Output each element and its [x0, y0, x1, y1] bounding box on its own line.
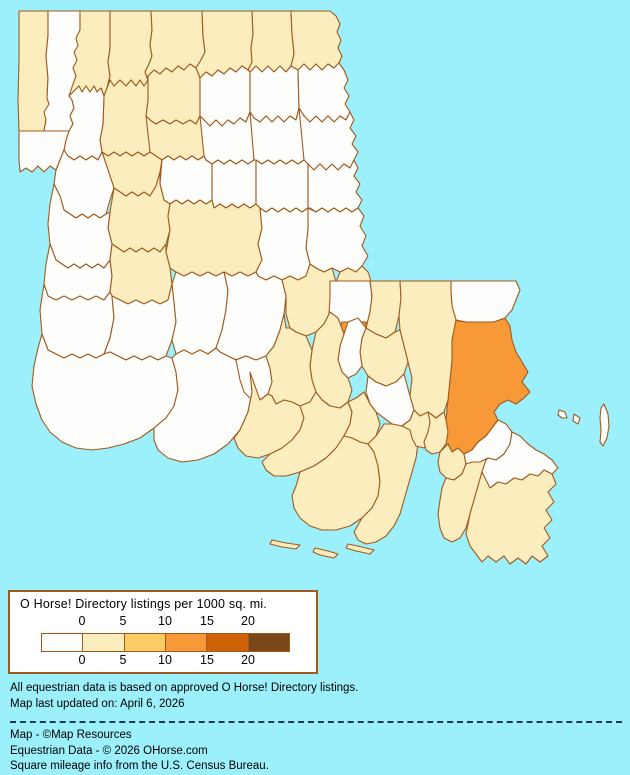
- legend-color-bar: [41, 633, 290, 652]
- legend-swatch-2: [124, 634, 166, 651]
- barrier-island-a: [557, 409, 568, 419]
- barrier-island-e: [312, 547, 339, 559]
- legend-ticks-bottom: 0 5 10 15 20: [10, 653, 320, 669]
- parish-claiborne[interactable]: [106, 10, 153, 89]
- parish-allen[interactable]: [109, 243, 173, 305]
- footer-notes: All equestrian data is based on approved…: [10, 681, 622, 712]
- legend-swatch-3: [165, 634, 208, 651]
- credit-census-bureau: Square mileage info from the U.S. Census…: [10, 760, 269, 772]
- legend-tick-bottom-0: 0: [78, 653, 86, 667]
- legend-tick-top-0: 0: [78, 614, 86, 628]
- parish-winn[interactable]: [159, 155, 213, 205]
- parish-caddo-south[interactable]: [18, 130, 70, 173]
- legend-tick-bottom-3: 15: [200, 653, 214, 667]
- parish-bienville[interactable]: [99, 79, 151, 157]
- barrier-island-b: [572, 413, 581, 425]
- legend-tick-top-4: 20: [241, 614, 255, 628]
- parish-plaquemines[interactable]: [465, 469, 557, 565]
- legend-swatch-0: [42, 634, 84, 651]
- parish-lincoln[interactable]: [145, 63, 201, 125]
- legend-swatch-1: [83, 634, 125, 651]
- parish-avoyelles[interactable]: [255, 207, 311, 281]
- legend-tick-top-3: 15: [200, 614, 214, 628]
- legend-swatch-4: [207, 634, 249, 651]
- parish-madison[interactable]: [297, 62, 351, 123]
- parish-catahoula[interactable]: [307, 159, 363, 213]
- parish-concordia[interactable]: [305, 207, 369, 273]
- map-svg: [17, 10, 610, 565]
- legend-ticks-top: 0 5 10 15 20: [10, 614, 320, 630]
- parish-grant[interactable]: [211, 159, 257, 209]
- map-legend: O Horse! Directory listings per 1000 sq.…: [8, 590, 318, 674]
- louisiana-map[interactable]: [0, 0, 630, 580]
- credit-equestrian-data: Equestrian Data - © 2026 OHorse.com: [10, 744, 208, 757]
- legend-tick-top-1: 5: [119, 614, 127, 628]
- barrier-island-d: [345, 543, 375, 555]
- barrier-island-c: [269, 539, 301, 550]
- footer-credits: Map - ©Map Resources Equestrian Data - ©…: [10, 728, 622, 775]
- footer-divider: [10, 721, 622, 723]
- footer-note-data-source: All equestrian data is based on approved…: [10, 682, 359, 694]
- credit-map-resources: Map - ©Map Resources: [10, 729, 132, 741]
- parish-rapides[interactable]: [165, 199, 263, 277]
- parish-richland[interactable]: [249, 65, 300, 123]
- legend-tick-top-2: 10: [158, 614, 172, 628]
- parish-ouachita[interactable]: [199, 65, 251, 127]
- parish-la-salle[interactable]: [255, 159, 309, 213]
- legend-tick-bottom-2: 10: [158, 653, 172, 667]
- footer-note-last-updated: Map last updated on: April 6, 2026: [10, 697, 185, 710]
- parish-east-carroll[interactable]: [290, 10, 343, 71]
- legend-title: O Horse! Directory listings per 1000 sq.…: [20, 597, 268, 611]
- parish-st-helena[interactable]: [365, 280, 402, 339]
- legend-swatch-5: [248, 634, 289, 651]
- parish-terrebonne[interactable]: [291, 435, 381, 531]
- chandeleur-islands: [599, 403, 610, 447]
- legend-tick-bottom-1: 5: [119, 653, 127, 667]
- legend-tick-bottom-4: 20: [241, 653, 255, 667]
- parish-west-carroll[interactable]: [247, 10, 295, 73]
